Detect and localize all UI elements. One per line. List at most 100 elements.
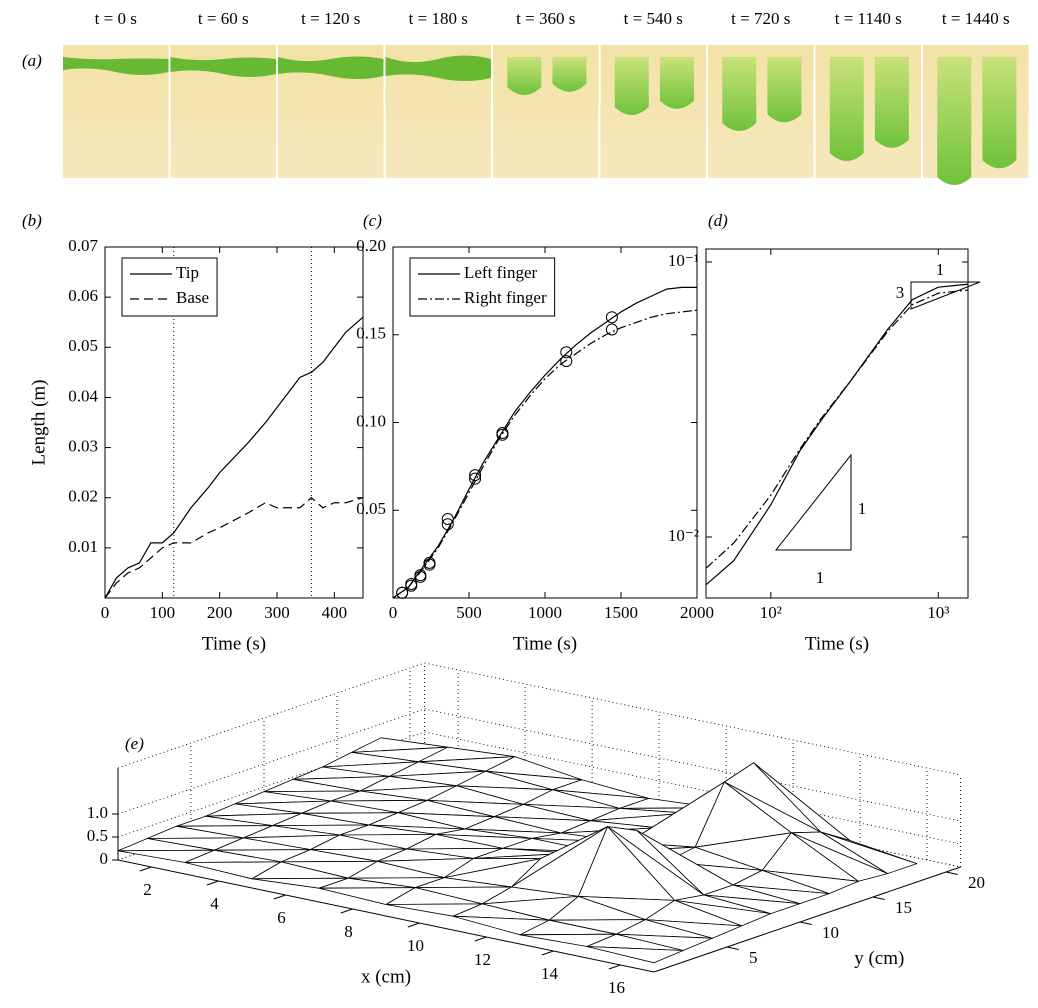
x-tick-label: 2: [143, 880, 152, 899]
y-tick: [945, 871, 958, 875]
slope-label: 3: [896, 283, 905, 302]
green-layer: [170, 57, 276, 77]
finger: [659, 57, 694, 109]
slope-label: 1: [816, 568, 825, 587]
legend: Tip Base: [121, 257, 218, 317]
legend-label: Tip: [176, 263, 199, 282]
x-tick-label: 6: [277, 908, 286, 927]
slope-triangle: [774, 453, 852, 551]
marker: [441, 518, 454, 531]
x-tick-label: 1000: [528, 603, 562, 622]
photo: [815, 45, 921, 178]
x-tick: [474, 936, 487, 942]
marker: [469, 472, 482, 485]
z-tick-label: 0: [100, 849, 109, 868]
series-line: [705, 289, 968, 569]
x-tick: [206, 880, 219, 886]
x-tick-label: 10: [407, 936, 424, 955]
marker: [414, 569, 427, 582]
photo: [923, 45, 1029, 185]
marker: [496, 428, 509, 441]
series-line: [104, 496, 364, 599]
x-tick-label: 200: [207, 603, 233, 622]
x-axis: [117, 859, 655, 973]
y-tick-label: 15: [895, 898, 912, 917]
y-tick-label: 0.03: [68, 436, 98, 455]
legend: Left finger Right finger: [409, 257, 556, 317]
x-axis-label: Time (s): [202, 633, 266, 654]
time-label: t = 180 s: [409, 9, 468, 28]
green-layer: [278, 56, 384, 79]
finger: [937, 57, 972, 185]
x-tick-label: 100: [150, 603, 176, 622]
panel-label: (b): [22, 211, 42, 230]
grid-line: [424, 731, 961, 845]
x-tick: [340, 908, 353, 914]
grid-line: [424, 708, 961, 822]
y-tick-label: 0.07: [68, 236, 98, 255]
y-tick-label: 0.20: [356, 236, 386, 255]
surface-mesh: [117, 737, 918, 964]
x-tick-label: 1500: [604, 603, 638, 622]
y-tick-label: 0.04: [68, 386, 98, 405]
y-tick-label: 20: [968, 873, 985, 892]
legend-label: Right finger: [464, 288, 547, 307]
x-tick-label: 300: [264, 603, 290, 622]
time-label: t = 0 s: [95, 9, 137, 28]
x-tick: [139, 866, 152, 872]
marker: [605, 311, 618, 324]
legend-label: Left finger: [464, 263, 537, 282]
finger: [614, 57, 649, 115]
box-edge: [424, 662, 961, 776]
finger: [767, 57, 802, 123]
y-tick-label: 5: [749, 948, 758, 967]
time-label: t = 360 s: [516, 9, 575, 28]
y-axis-label: Length (m): [28, 379, 49, 465]
slope-label: 1: [936, 260, 945, 279]
panel-label: (e): [125, 734, 144, 753]
marker: [560, 355, 573, 368]
slope-triangles: 1 3 1 1: [774, 260, 981, 587]
x-tick-label: 10³: [927, 603, 949, 622]
finger: [722, 57, 757, 131]
y-tick-label: 10⁻¹: [668, 251, 699, 270]
axes-box: [104, 246, 364, 599]
y-tick: [799, 921, 812, 925]
time-label: t = 540 s: [624, 9, 683, 28]
finger: [829, 57, 864, 161]
x-tick-label: 12: [474, 950, 491, 969]
marker: [441, 513, 454, 526]
y-tick-label: 0.06: [68, 286, 98, 305]
x-tick-label: 10²: [760, 603, 782, 622]
x-tick-label: 0: [389, 603, 398, 622]
finger: [552, 57, 587, 92]
x-tick: [273, 894, 286, 900]
time-label: t = 720 s: [731, 9, 790, 28]
y-tick-label: 10: [822, 923, 839, 942]
y-axis: [653, 866, 961, 973]
x-tick: [608, 964, 621, 970]
green-layer: [385, 55, 491, 81]
panel-label: (d): [708, 211, 728, 230]
x-axis-label: x (cm): [361, 966, 411, 987]
time-label: t = 1140 s: [835, 9, 902, 28]
y-tick-label: 0.10: [356, 411, 386, 430]
marker: [560, 346, 573, 359]
green-layer: [63, 57, 169, 75]
x-tick-label: 16: [608, 978, 625, 997]
y-tick-label: 10⁻²: [668, 526, 699, 545]
marker: [396, 586, 409, 599]
series-line: [392, 286, 697, 599]
mesh-face: [586, 946, 684, 964]
axes-box: [705, 248, 969, 599]
marker: [605, 323, 618, 336]
finger: [507, 57, 542, 95]
z-tick-label: 0.5: [87, 826, 108, 845]
y-axis-label: y (cm): [854, 948, 904, 969]
x-tick-label: 500: [456, 603, 482, 622]
z-tick-label: 1.0: [87, 803, 108, 822]
y-tick-label: 0.01: [68, 537, 98, 556]
time-label: t = 1440 s: [942, 9, 1010, 28]
